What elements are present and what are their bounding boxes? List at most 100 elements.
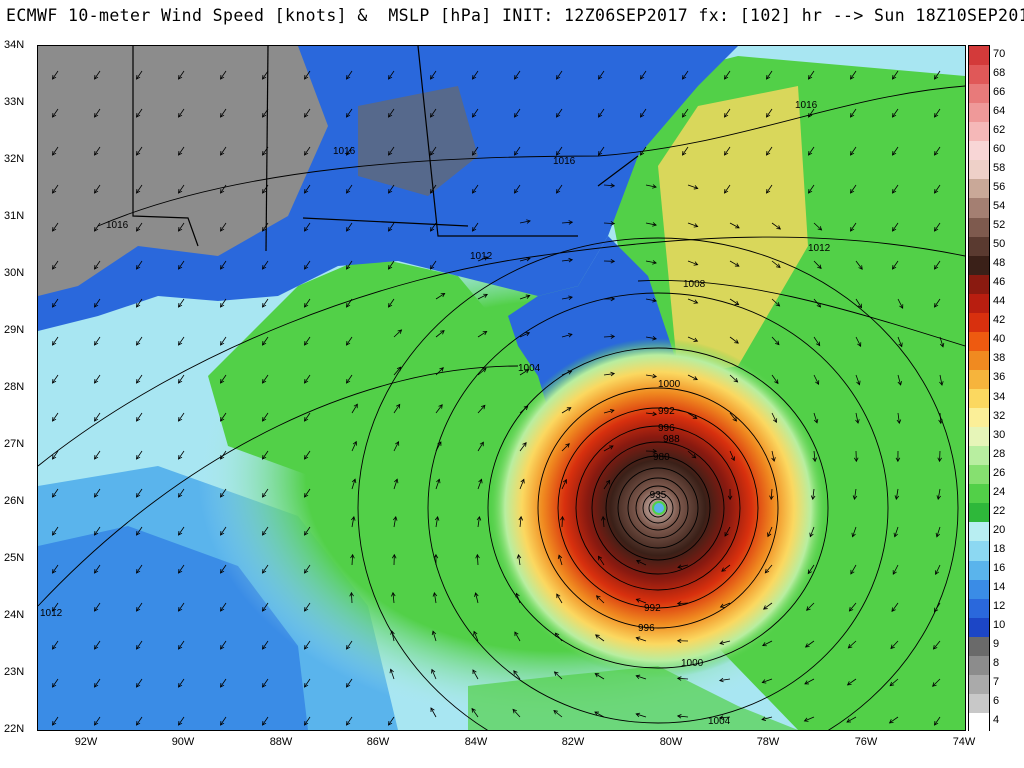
wind-arrow [813, 222, 822, 231]
wind-arrow-head [809, 532, 814, 538]
colorbar-label: 46 [993, 276, 1006, 289]
wind-arrow-head [94, 340, 99, 346]
wind-arrow-head [934, 264, 939, 270]
wind-arrow-head [816, 302, 822, 308]
wind-arrow [813, 412, 818, 423]
colorbar-label: 36 [993, 371, 1006, 384]
wind-arrow-head [892, 570, 897, 575]
wind-arrow-head [764, 568, 770, 574]
wind-arrow-head [346, 302, 351, 308]
lat-label: 33N [4, 96, 25, 108]
isobar-label: 996 [638, 623, 655, 634]
wind-arrow-head [262, 340, 267, 346]
wind-arrow [351, 403, 358, 414]
wind-arrow [687, 374, 698, 380]
colorbar-swatch [969, 579, 989, 600]
gray-patch [358, 86, 478, 196]
wind-arrow [136, 70, 143, 80]
wind-arrow [937, 488, 941, 500]
colorbar-label: 26 [993, 466, 1006, 479]
wind-arrow-head [553, 710, 558, 715]
colorbar-label: 28 [993, 447, 1006, 460]
colorbar-swatch [969, 541, 989, 561]
wind-arrow-head [766, 112, 771, 118]
wind-arrow [220, 602, 227, 612]
wind-arrow [519, 220, 531, 224]
wind-arrow-head [346, 150, 351, 156]
wind-arrow-head [734, 339, 739, 344]
wind-arrow [52, 222, 59, 232]
wind-arrow-head [94, 112, 99, 118]
wind-arrow [897, 298, 904, 309]
wind-arrow-head [891, 607, 896, 613]
colorbar-swatch [969, 465, 989, 485]
colorbar-label: 8 [993, 657, 1000, 670]
wind-arrow-head [304, 492, 309, 498]
wind-arrow [475, 592, 479, 604]
wind-arrow [556, 593, 563, 604]
wind-arrow [855, 260, 863, 270]
wind-arrow [636, 598, 647, 604]
wind-arrow [178, 298, 185, 308]
wind-arrow [136, 412, 143, 422]
wind-arrow [808, 146, 815, 156]
wind-arrow-head [430, 112, 435, 118]
wind-arrow [430, 108, 437, 118]
colorbar-swatch [969, 179, 989, 199]
wind-arrow-head [432, 591, 438, 597]
wind-arrow-head [136, 606, 141, 612]
colorbar-swatch [969, 217, 989, 238]
wind-arrow-head [430, 226, 435, 232]
wind-arrow-head [934, 188, 939, 194]
wind-arrow [52, 108, 59, 118]
wind-arrow [771, 450, 775, 462]
wind-arrow-head [693, 223, 699, 228]
wind-arrow [94, 108, 101, 118]
wind-arrow-head [220, 720, 225, 726]
wind-arrow [677, 677, 689, 680]
colorbar-label: 9 [993, 638, 1000, 651]
isobar-label: 992 [658, 406, 675, 417]
wind-arrow [304, 602, 311, 612]
wind-arrow-head [556, 188, 561, 194]
wind-arrow-head [436, 478, 441, 484]
wind-arrow [766, 70, 773, 80]
wind-arrow-head [724, 112, 729, 118]
wind-arrow [178, 70, 185, 80]
lon-label: 92W [74, 736, 98, 748]
wind-arrow [304, 450, 311, 460]
wind-arrow-head [136, 682, 141, 688]
wind-arrow-head [346, 188, 351, 194]
wind-arrow-head [220, 150, 225, 156]
wind-arrow-head [640, 74, 645, 80]
wind-arrow [346, 298, 353, 308]
wind-arrow [603, 445, 614, 452]
wind-arrow-head [353, 403, 358, 409]
colorbar-label: 62 [993, 123, 1006, 136]
wind-arrow-head [813, 418, 819, 424]
wind-arrow-head [391, 591, 396, 597]
colorbar-swatch [969, 141, 989, 161]
wind-arrow [94, 526, 101, 536]
wind-arrow [556, 108, 563, 118]
wind-arrow-head [304, 378, 309, 384]
wind-arrow-head [610, 334, 616, 339]
wind-arrow-head [220, 112, 225, 118]
wind-arrow [178, 336, 185, 346]
wind-arrow-head [388, 112, 393, 118]
wind-arrow [94, 488, 101, 498]
wind-arrow [809, 526, 815, 537]
wind-arrow [687, 222, 698, 227]
wind-arrow [136, 336, 143, 346]
wind-arrow-head [304, 112, 309, 118]
wind-arrow-head [262, 454, 267, 460]
wind-arrow-head [898, 342, 903, 348]
wind-arrow-head [388, 74, 393, 80]
wind-arrow-head [810, 495, 816, 501]
wind-arrow-head [391, 553, 397, 559]
lon-label: 76W [854, 736, 878, 748]
wind-arrow-head [178, 264, 183, 270]
wind-arrow [933, 640, 941, 650]
wind-arrow [771, 298, 780, 307]
wind-arrow [473, 631, 479, 642]
